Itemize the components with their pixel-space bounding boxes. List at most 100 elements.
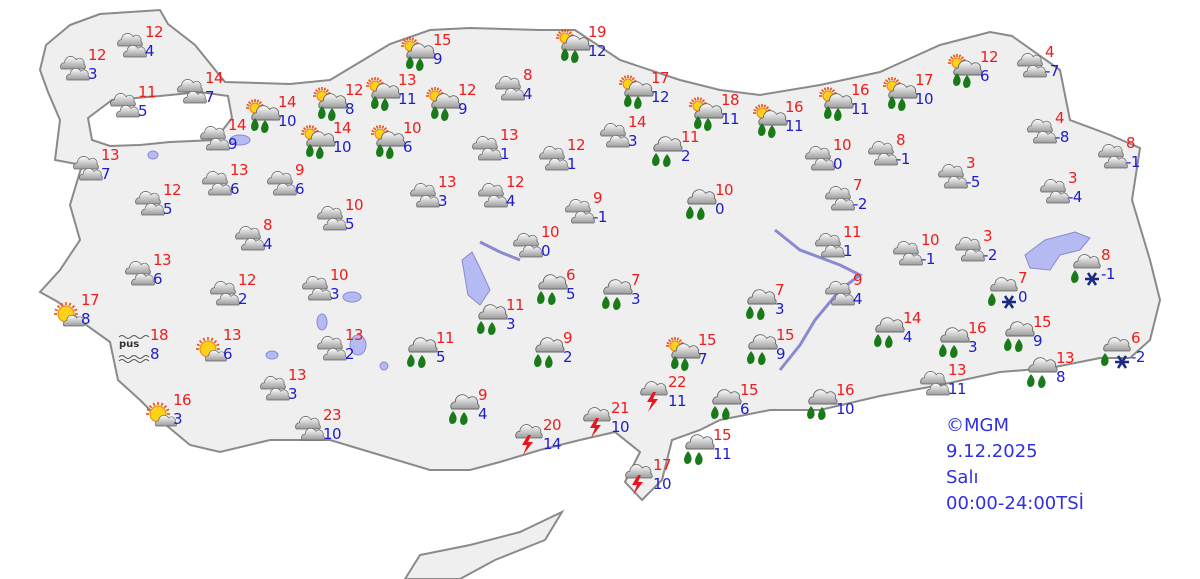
max-temp: 16 bbox=[173, 391, 192, 409]
max-temp: 6 bbox=[1131, 329, 1141, 347]
station-40: 10 0 bbox=[682, 182, 742, 230]
station-41: 18 11 bbox=[688, 92, 748, 140]
min-temp: 7 bbox=[101, 165, 111, 183]
station-19: 13 3 bbox=[255, 367, 315, 415]
station-25: 10 6 bbox=[370, 120, 430, 168]
min-temp: 4 bbox=[903, 328, 913, 346]
min-temp: 6 bbox=[230, 180, 240, 198]
max-temp: 7 bbox=[631, 271, 641, 289]
max-temp: 14 bbox=[903, 309, 922, 327]
max-temp: 10 bbox=[345, 196, 364, 214]
max-temp: 4 bbox=[1045, 43, 1055, 61]
max-temp: 8 bbox=[523, 66, 533, 84]
max-temp: 13 bbox=[1056, 349, 1075, 367]
station-64: 11 5 bbox=[403, 330, 463, 378]
max-temp: 10 bbox=[833, 136, 852, 154]
lake bbox=[147, 150, 159, 160]
min-temp: 3 bbox=[88, 65, 98, 83]
min-temp: 11 bbox=[785, 117, 804, 135]
credit-source: ©MGM bbox=[946, 415, 1010, 436]
min-temp: 9 bbox=[458, 100, 468, 118]
station-20: 16 3 bbox=[140, 392, 200, 440]
rain-icon bbox=[1027, 357, 1058, 388]
min-temp: 3 bbox=[438, 192, 448, 210]
sun-rain-icon bbox=[948, 54, 983, 88]
max-temp: 16 bbox=[851, 81, 870, 99]
sun-rain-icon bbox=[401, 37, 436, 71]
station-22: 23 10 bbox=[290, 407, 350, 455]
max-temp: 14 bbox=[205, 69, 224, 87]
max-temp: 13 bbox=[398, 71, 417, 89]
sun-rain-icon bbox=[301, 125, 336, 159]
rain-icon bbox=[747, 334, 778, 365]
rain-icon bbox=[807, 389, 838, 420]
max-temp: 16 bbox=[785, 98, 804, 116]
max-temp: 13 bbox=[153, 251, 172, 269]
min-temp: 3 bbox=[173, 410, 183, 428]
station-18: 13 6 bbox=[190, 327, 250, 375]
min-temp: 2 bbox=[681, 147, 691, 165]
min-temp: 10 bbox=[653, 475, 672, 493]
station-8: 12 5 bbox=[130, 182, 190, 230]
sun-rain-icon bbox=[689, 97, 724, 131]
station-54: 11 1 bbox=[810, 224, 870, 272]
station-15: 10 3 bbox=[297, 267, 357, 315]
max-temp: 9 bbox=[295, 161, 305, 179]
min-temp: 11 bbox=[713, 445, 732, 463]
max-temp: 11 bbox=[843, 223, 862, 241]
rain-icon bbox=[449, 394, 480, 425]
max-temp: 11 bbox=[681, 128, 700, 146]
sun-icon bbox=[196, 337, 227, 362]
rain-icon bbox=[537, 274, 568, 305]
station-5: 14 10 bbox=[245, 94, 305, 142]
rain-icon bbox=[939, 327, 970, 358]
max-temp: 18 bbox=[721, 91, 740, 109]
station-78: 20 14 bbox=[510, 417, 570, 465]
min-temp: 5 bbox=[138, 102, 148, 120]
station-63: 11 3 bbox=[473, 297, 533, 345]
lake-tuz bbox=[461, 251, 491, 306]
min-temp: 0 bbox=[833, 155, 843, 173]
max-temp: 6 bbox=[566, 266, 576, 284]
lake bbox=[316, 313, 328, 331]
max-temp: 9 bbox=[478, 386, 488, 404]
min-temp: 4 bbox=[478, 405, 488, 423]
sun-rain-icon bbox=[366, 77, 401, 111]
station-39: 11 2 bbox=[648, 129, 708, 177]
sun-rain-icon bbox=[753, 104, 788, 138]
lake bbox=[349, 334, 367, 356]
min-temp: 6 bbox=[223, 345, 233, 363]
min-temp: 5 bbox=[566, 285, 576, 303]
max-temp: 13 bbox=[223, 326, 242, 344]
station-66: 15 7 bbox=[665, 332, 725, 380]
station-30: 13 1 bbox=[467, 127, 527, 175]
max-temp: 13 bbox=[438, 173, 457, 191]
station-33: 12 1 bbox=[534, 137, 594, 185]
sun-rain-icon bbox=[313, 87, 348, 121]
min-temp: 5 bbox=[436, 348, 446, 366]
station-79: 21 10 bbox=[578, 400, 638, 448]
max-temp: 11 bbox=[436, 329, 455, 347]
station-32: 12 4 bbox=[473, 174, 533, 222]
min-temp: 5 bbox=[345, 215, 355, 233]
station-38: 17 12 bbox=[618, 70, 678, 118]
station-42: 16 11 bbox=[752, 99, 812, 147]
lakes bbox=[147, 134, 1091, 371]
max-temp: 11 bbox=[506, 296, 525, 314]
min-temp: -1 bbox=[1101, 265, 1115, 283]
rain-snow-icon bbox=[988, 277, 1018, 309]
max-temp: 15 bbox=[1033, 313, 1052, 331]
station-70: 15 9 bbox=[1000, 314, 1060, 362]
max-temp: 13 bbox=[230, 161, 249, 179]
fog-label: pus bbox=[119, 339, 140, 350]
max-temp: 7 bbox=[853, 176, 863, 194]
station-50: 4 -8 bbox=[1022, 110, 1082, 158]
station-56: 3 -2 bbox=[950, 228, 1010, 276]
rain-icon bbox=[684, 434, 715, 465]
station-53: 3 -4 bbox=[1035, 170, 1095, 218]
max-temp: 13 bbox=[345, 326, 364, 344]
min-temp: 10 bbox=[333, 138, 352, 156]
